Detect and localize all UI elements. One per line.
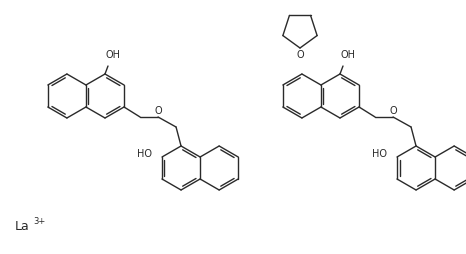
Text: O: O xyxy=(389,106,397,116)
Text: 3+: 3+ xyxy=(33,216,45,226)
Text: OH: OH xyxy=(341,50,356,60)
Text: O: O xyxy=(154,106,162,116)
Text: La: La xyxy=(15,219,30,232)
Text: OH: OH xyxy=(105,50,121,60)
Text: HO: HO xyxy=(137,149,152,159)
Text: O: O xyxy=(296,50,304,60)
Text: HO: HO xyxy=(372,149,387,159)
